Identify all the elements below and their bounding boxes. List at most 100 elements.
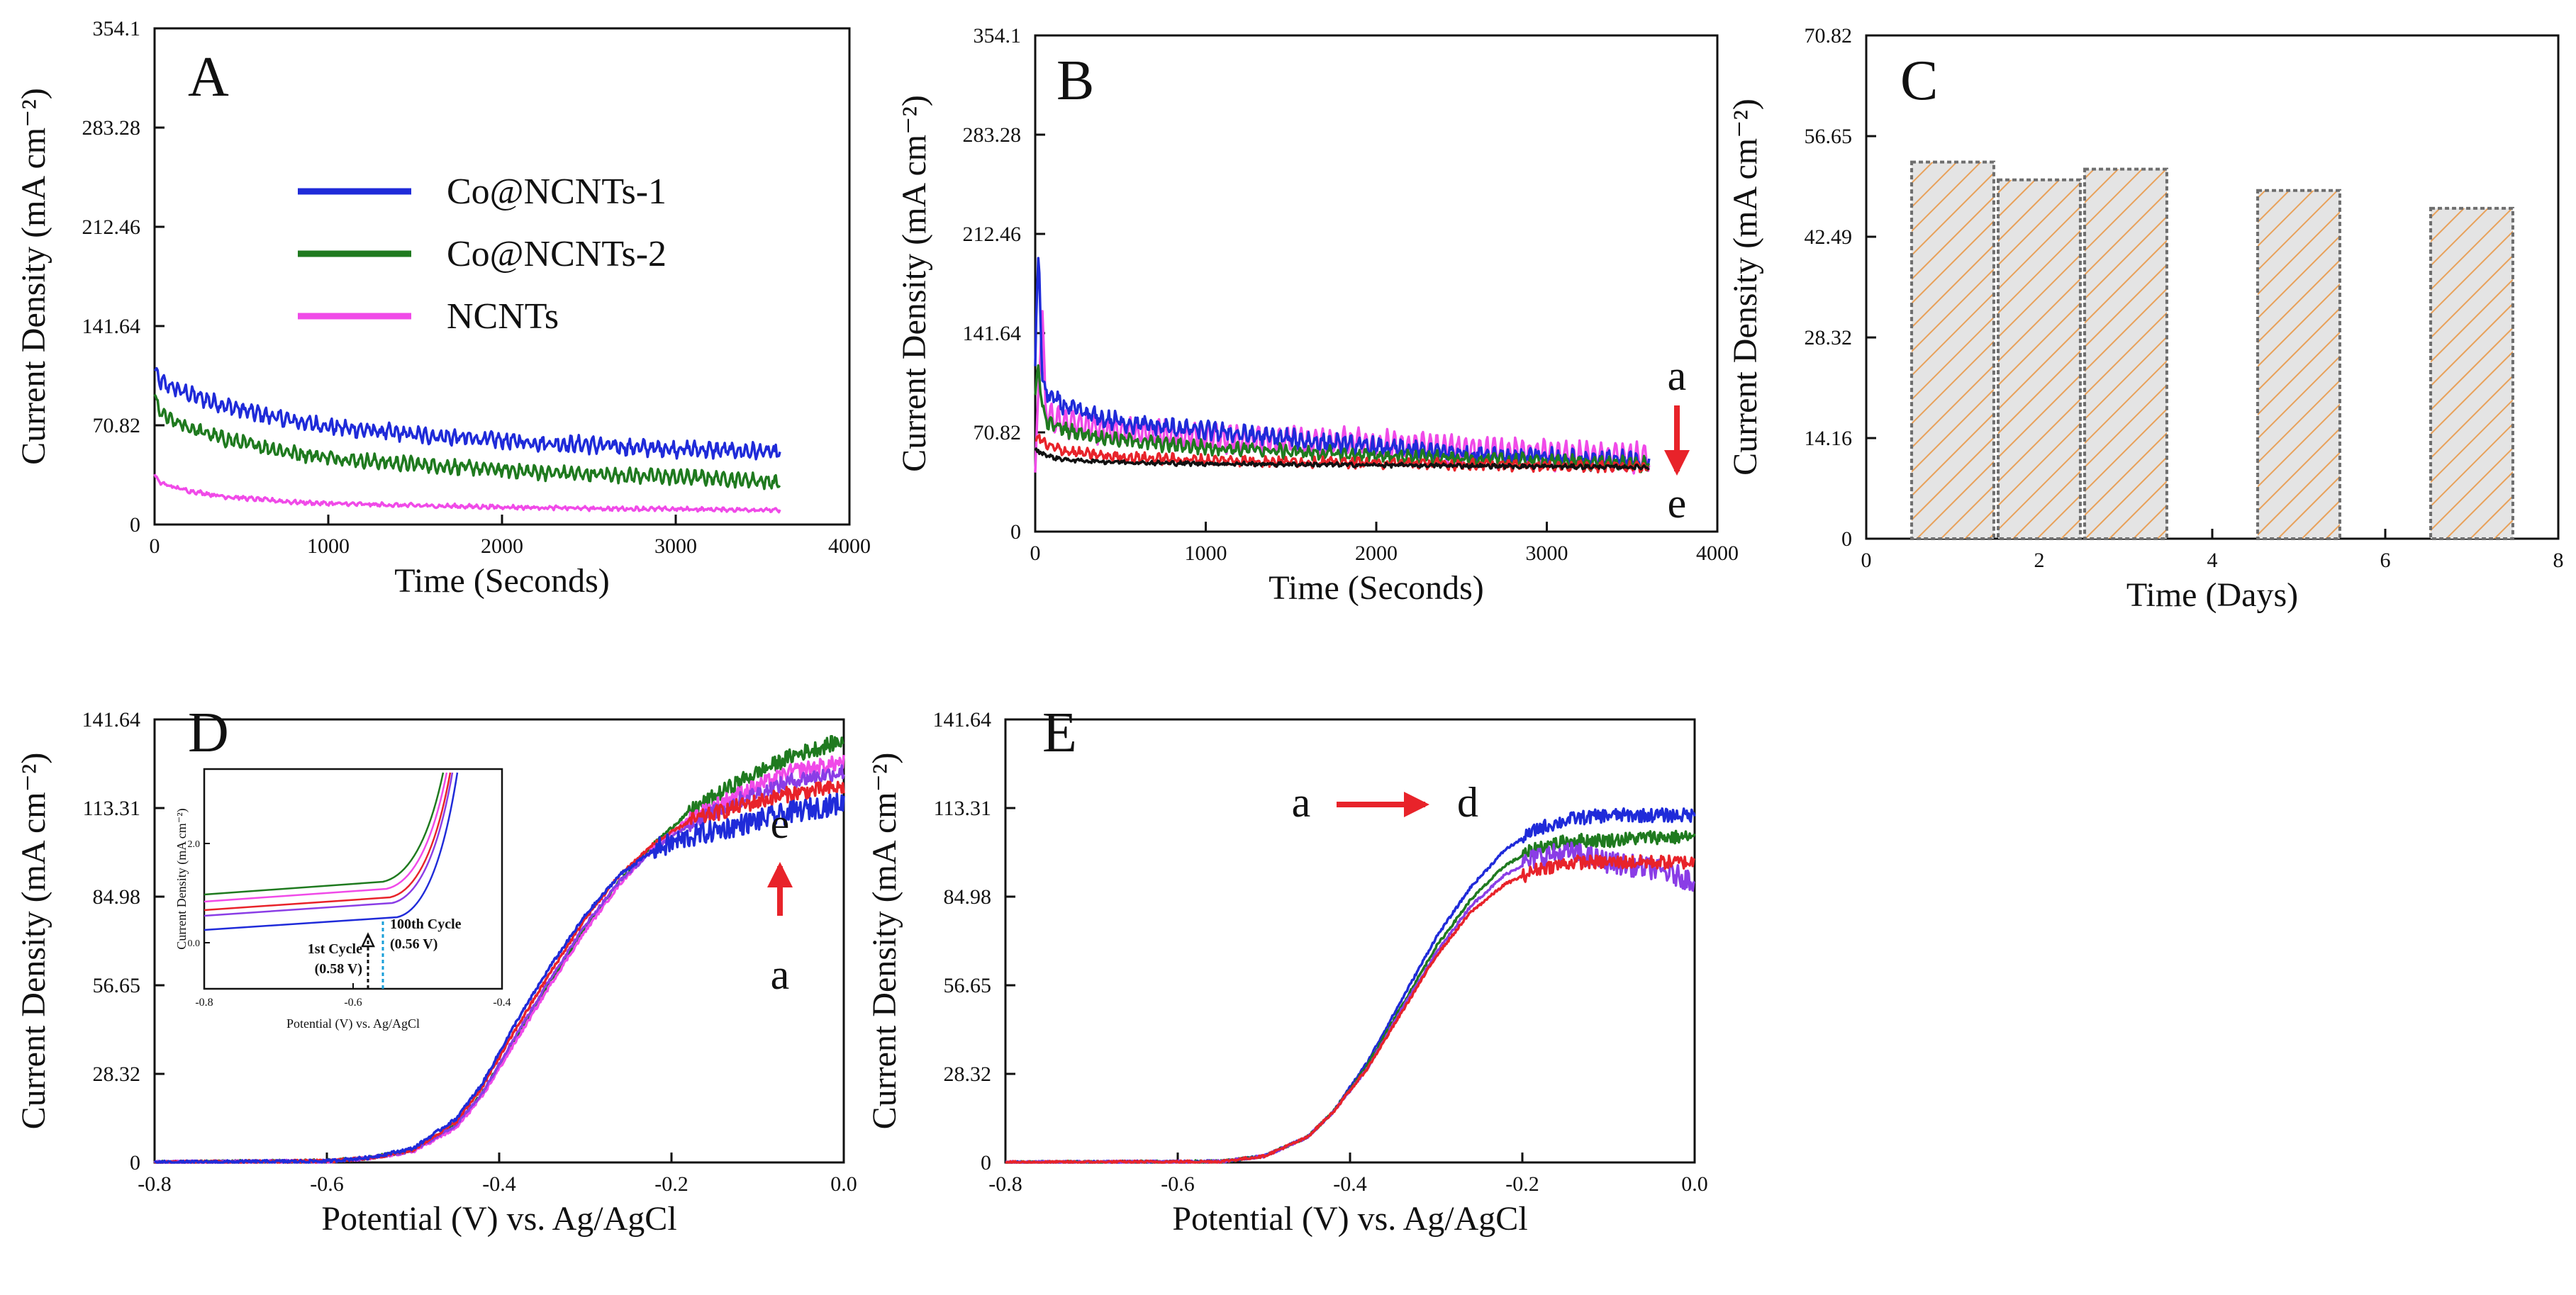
y-tick-label: 70.82 xyxy=(974,421,1022,444)
y-tick-label: 84.98 xyxy=(944,885,992,909)
legend-label: Co@NCNTs-2 xyxy=(447,234,667,274)
y-tick-label: 56.65 xyxy=(944,974,992,997)
inset-marker-1st-arrowhead xyxy=(361,932,375,948)
y-tick-label: 283.28 xyxy=(82,116,141,140)
panel-b-chart: 0 1000 2000 3000 4000 0 70.82 141.64 212.46 283.2… xyxy=(896,24,1739,607)
x-tick-label: -0.8 xyxy=(988,1172,1022,1196)
x-tick-label: -0.6 xyxy=(1161,1172,1195,1196)
series-line-purple xyxy=(1005,841,1695,1164)
annotation-arrow-head xyxy=(1404,792,1429,817)
legend-label: Co@NCNTs-1 xyxy=(447,172,667,212)
bar xyxy=(2256,189,2341,540)
x-tick-label: 1000 xyxy=(1185,542,1227,565)
inset-marker-100th-label: 100th Cycle xyxy=(390,916,462,932)
x-tick-label: 2000 xyxy=(481,534,523,558)
panel-label: E xyxy=(1042,702,1077,764)
panel-label: B xyxy=(1056,50,1094,112)
y-tick-label: 0 xyxy=(981,1151,991,1175)
y-tick-label: 28.32 xyxy=(93,1063,141,1086)
x-tick-label: 8 xyxy=(2553,549,2564,572)
inset-series-line xyxy=(203,772,459,931)
x-tick-label: 3000 xyxy=(654,534,697,558)
x-tick-label: -0.2 xyxy=(1505,1172,1539,1196)
y-tick-label: 141.64 xyxy=(82,315,141,338)
y-axis-label: Current Density (mA cm⁻²) xyxy=(896,95,933,472)
y-tick-label: 141.64 xyxy=(963,322,1022,345)
y-tick-label: 354.1 xyxy=(93,17,141,40)
x-axis-label: Potential (V) vs. Ag/AgCl xyxy=(321,1200,676,1238)
panel-label: C xyxy=(1900,50,1938,112)
x-axis-label: Potential (V) vs. Ag/AgCl xyxy=(1172,1200,1527,1238)
series-line-ncnts xyxy=(153,473,781,514)
annotation-start-label: a xyxy=(1292,779,1311,826)
y-tick-label: 0 xyxy=(130,1151,140,1175)
inset-series-line xyxy=(203,772,452,912)
x-tick-label: 0.0 xyxy=(830,1172,857,1196)
series-line-red xyxy=(1035,434,1650,473)
x-tick-label: 1000 xyxy=(307,534,350,558)
y-tick-label: 56.65 xyxy=(1805,125,1853,148)
y-tick-label: 14.16 xyxy=(1805,427,1853,450)
series-line-green xyxy=(1034,364,1651,473)
panel-c-chart: 0 2 4 6 8 0 14.16 28.32 42.49 56.65 70.82 Time (Day… xyxy=(1727,24,2564,614)
y-tick-label: 0 xyxy=(1010,520,1021,544)
x-tick-label: 0.0 xyxy=(1681,1172,1708,1196)
y-tick-label: 0 xyxy=(1841,527,1852,551)
series-line-green xyxy=(1005,829,1696,1164)
inset-series-line xyxy=(203,772,445,896)
x-tick-label: -0.2 xyxy=(654,1172,688,1196)
x-tick-label: 0 xyxy=(150,534,160,558)
x-tick-label: -0.8 xyxy=(138,1172,172,1196)
y-tick-label: 42.49 xyxy=(1805,225,1853,249)
panel-d-chart: -0.8 -0.6 -0.4 -0.2 0.0 0 28.32 56.65 84.98 113.3… xyxy=(15,702,857,1238)
panel-label: A xyxy=(188,46,229,108)
y-tick-label: 0 xyxy=(130,513,140,537)
inset-series-line xyxy=(203,772,448,903)
y-tick-label: 84.98 xyxy=(93,885,141,909)
legend-label: NCNTs xyxy=(447,296,559,337)
inset-y-tick-label: 0.0 xyxy=(188,938,201,949)
inset-marker-1st-label: 1st Cycle xyxy=(308,941,362,957)
y-axis-label: Current Density (mA cm⁻²) xyxy=(866,753,903,1130)
x-tick-label: 2 xyxy=(2034,549,2045,572)
x-tick-label: -0.6 xyxy=(310,1172,344,1196)
annotation-arrow-head xyxy=(767,862,793,887)
x-tick-label: 4000 xyxy=(1696,542,1739,565)
x-tick-label: 4000 xyxy=(828,534,871,558)
y-axis-label: Current Density (mA cm⁻²) xyxy=(1727,99,1764,476)
inset-x-tick-label: -0.4 xyxy=(493,997,511,1009)
bar xyxy=(2083,167,2168,540)
x-axis-label: Time (Days) xyxy=(2126,576,2298,614)
annotation-end-label: e xyxy=(771,800,790,847)
panel-label: D xyxy=(188,702,229,764)
bar xyxy=(1910,160,1995,541)
inset-series-line xyxy=(203,772,454,917)
x-tick-label: 4 xyxy=(2207,549,2218,572)
annotation-end-label: d xyxy=(1457,779,1478,826)
bar xyxy=(1997,178,2082,540)
panel-e-chart: -0.8 -0.6 -0.4 -0.2 0.0 0 28.32 56.65 84.98 113.3… xyxy=(866,702,1708,1238)
y-tick-label: 113.31 xyxy=(934,797,991,820)
y-tick-label: 56.65 xyxy=(93,974,141,997)
x-tick-label: 2000 xyxy=(1355,542,1398,565)
y-axis-label: Current Density (mA cm⁻²) xyxy=(15,753,52,1130)
series-line-red xyxy=(1005,854,1696,1164)
x-tick-label: 6 xyxy=(2380,549,2391,572)
y-tick-label: 70.82 xyxy=(1805,24,1853,47)
plot-frame xyxy=(1004,718,1696,1164)
y-tick-label: 70.82 xyxy=(93,414,141,437)
inset-y-tick-label: 2.0 xyxy=(188,839,201,850)
series-line-black xyxy=(1034,447,1650,471)
x-tick-label: -0.4 xyxy=(482,1172,516,1196)
x-tick-label: 0 xyxy=(1030,542,1041,565)
y-tick-label: 113.31 xyxy=(83,797,140,820)
y-axis-label: Current Density (mA cm⁻²) xyxy=(15,88,52,465)
y-tick-label: 28.32 xyxy=(944,1063,992,1086)
inset-x-axis-label: Potential (V) vs. Ag/AgCl xyxy=(286,1016,420,1031)
inset-x-tick-label: -0.8 xyxy=(195,997,213,1009)
series-line-co-ncnts-2 xyxy=(153,393,781,490)
y-tick-label: 141.64 xyxy=(933,708,992,731)
series-line-co-ncnts-1 xyxy=(153,366,781,461)
annotation-start-label: a xyxy=(1668,352,1687,399)
x-axis-label: Time (Seconds) xyxy=(1269,569,1484,607)
